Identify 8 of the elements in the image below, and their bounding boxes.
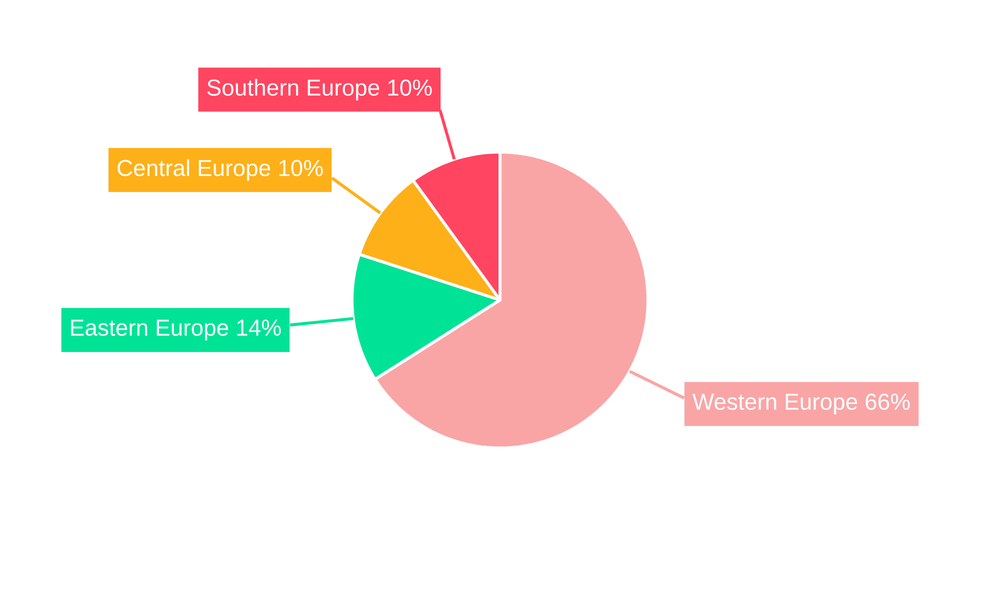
data-label: 10% <box>388 79 432 96</box>
data-label: 14% <box>237 320 281 336</box>
slice-label: Eastern Europe <box>71 320 228 340</box>
slice-label: Central Europe <box>118 159 270 181</box>
data-label: 66% <box>866 394 910 410</box>
slice-label: Western Europe <box>692 394 858 414</box>
slice-label: Southern Europe <box>207 78 380 100</box>
data-label: 10% <box>279 160 323 176</box>
